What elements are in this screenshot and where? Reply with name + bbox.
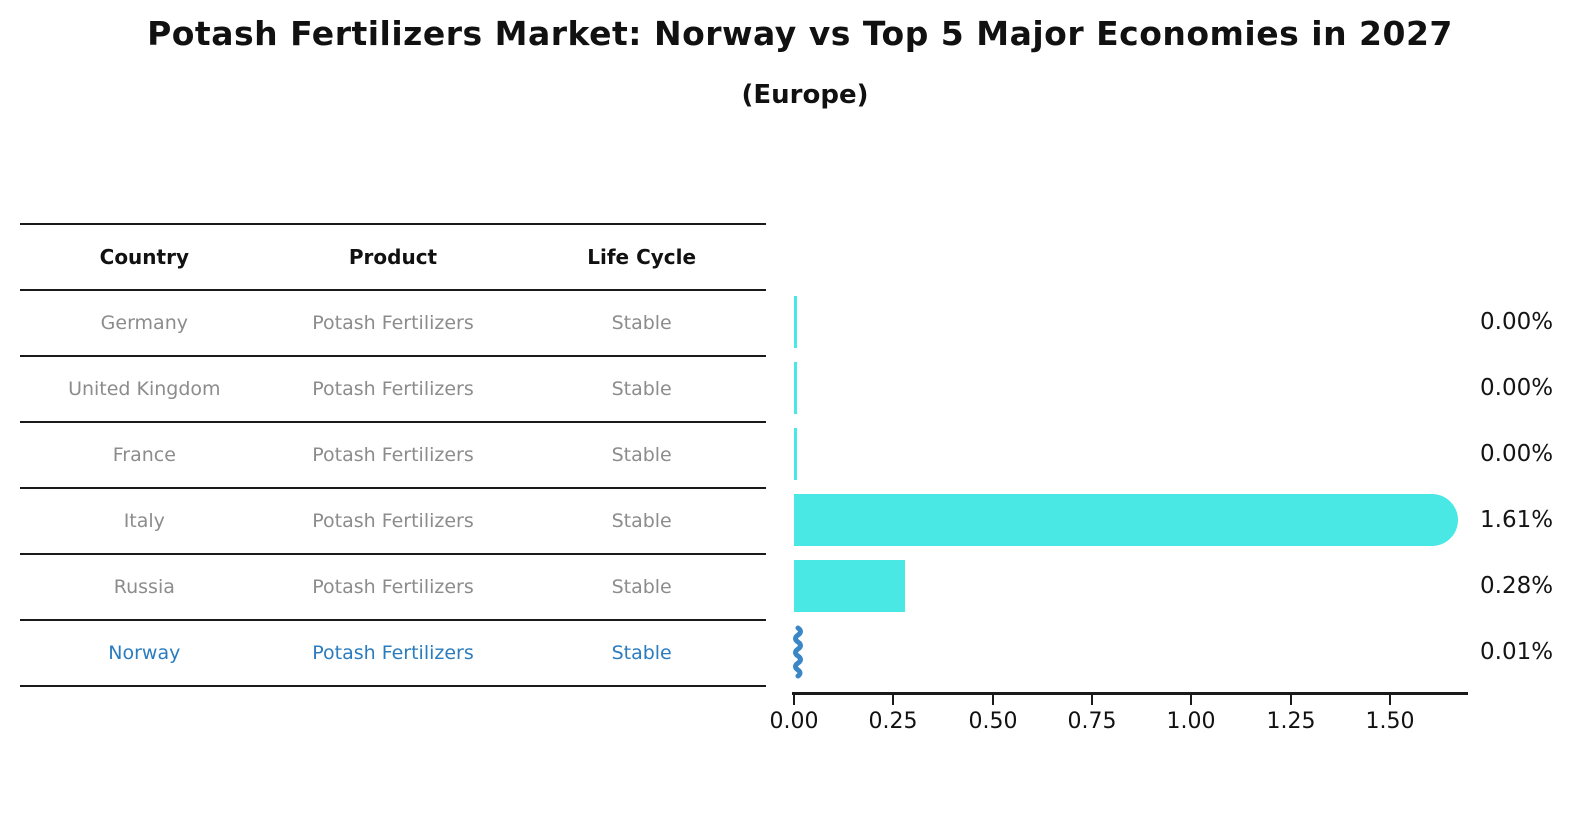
value-label-italy: 1.61% bbox=[1480, 507, 1554, 533]
chart-title: Potash Fertilizers Market: Norway vs Top… bbox=[147, 14, 1453, 53]
value-label-france: 0.00% bbox=[1480, 441, 1554, 467]
cell-country: Germany bbox=[100, 312, 188, 334]
tick-mark bbox=[1389, 695, 1391, 705]
table-row-russia: Russia Potash Fertilizers Stable bbox=[20, 553, 766, 619]
tick-mark bbox=[793, 695, 795, 705]
column-header-product: Product bbox=[348, 245, 438, 269]
cell-country: France bbox=[112, 444, 176, 466]
cell-product: Potash Fertilizers bbox=[312, 510, 474, 532]
table-row-germany: Germany Potash Fertilizers Stable bbox=[20, 289, 766, 355]
bar-row-united-kingdom: 0.00% bbox=[794, 355, 1586, 421]
table-row-united-kingdom: United Kingdom Potash Fertilizers Stable bbox=[20, 355, 766, 421]
bar-row-norway: 0.01% bbox=[793, 619, 1586, 685]
tick-mark bbox=[992, 695, 994, 705]
bar-row-france: 0.00% bbox=[794, 421, 1586, 487]
value-label-norway: 0.01% bbox=[1480, 639, 1554, 665]
cell-life-cycle: Stable bbox=[611, 576, 672, 598]
cell-product: Potash Fertilizers bbox=[312, 642, 474, 664]
cell-life-cycle: Stable bbox=[611, 510, 672, 532]
value-label-germany: 0.00% bbox=[1480, 309, 1554, 335]
tick-label: 0.25 bbox=[868, 709, 918, 734]
bar-row-italy: 1.61% bbox=[794, 487, 1586, 553]
bar-plot: 0.00% 0.00% 0.00% 1.61% 0.28% 0.01% bbox=[793, 289, 1586, 685]
value-label-united-kingdom: 0.00% bbox=[1480, 375, 1554, 401]
cell-product: Potash Fertilizers bbox=[312, 312, 474, 334]
tick-label: 0.00 bbox=[769, 709, 819, 734]
bar-germany bbox=[794, 296, 797, 348]
tick-mark bbox=[1091, 695, 1093, 705]
table-row-italy: Italy Potash Fertilizers Stable bbox=[20, 487, 766, 553]
bar-italy bbox=[794, 494, 1459, 546]
x-axis-ticks: 0.00 0.25 0.50 0.75 1.00 1.25 1.50 bbox=[770, 695, 1494, 745]
bar-france bbox=[794, 428, 797, 480]
cell-life-cycle: Stable bbox=[611, 312, 672, 334]
bar-norway-squiggle bbox=[793, 625, 803, 679]
tick-label: 1.00 bbox=[1166, 709, 1216, 734]
table-row-norway: Norway Potash Fertilizers Stable bbox=[20, 619, 766, 687]
bar-row-russia: 0.28% bbox=[794, 553, 1586, 619]
tick-label: 1.50 bbox=[1365, 709, 1415, 734]
tick-mark bbox=[1190, 695, 1192, 705]
bar-united-kingdom bbox=[794, 362, 797, 414]
tick-mark bbox=[892, 695, 894, 705]
table-header-row: Country Product Life Cycle bbox=[20, 223, 766, 289]
tick-label: 0.50 bbox=[968, 709, 1018, 734]
country-table: Country Product Life Cycle Germany Potas… bbox=[20, 223, 766, 687]
cell-life-cycle: Stable bbox=[611, 444, 672, 466]
cell-life-cycle: Stable bbox=[611, 642, 672, 664]
tick-label: 0.75 bbox=[1067, 709, 1117, 734]
cell-country: United Kingdom bbox=[68, 378, 221, 400]
bar-row-germany: 0.00% bbox=[794, 289, 1586, 355]
cell-product: Potash Fertilizers bbox=[312, 576, 474, 598]
cell-life-cycle: Stable bbox=[611, 378, 672, 400]
tick-label: 1.25 bbox=[1266, 709, 1316, 734]
value-label-russia: 0.28% bbox=[1480, 573, 1554, 599]
column-header-country: Country bbox=[99, 245, 189, 269]
cell-country: Norway bbox=[108, 642, 181, 664]
tick-mark bbox=[1290, 695, 1292, 705]
cell-product: Potash Fertilizers bbox=[312, 444, 474, 466]
bar-russia bbox=[794, 560, 905, 612]
cell-country: Italy bbox=[123, 510, 165, 532]
chart-subtitle: (Europe) bbox=[741, 80, 869, 110]
column-header-life-cycle: Life Cycle bbox=[587, 245, 697, 269]
cell-product: Potash Fertilizers bbox=[312, 378, 474, 400]
table-row-france: France Potash Fertilizers Stable bbox=[20, 421, 766, 487]
cell-country: Russia bbox=[113, 576, 175, 598]
x-axis-line bbox=[792, 692, 1468, 695]
